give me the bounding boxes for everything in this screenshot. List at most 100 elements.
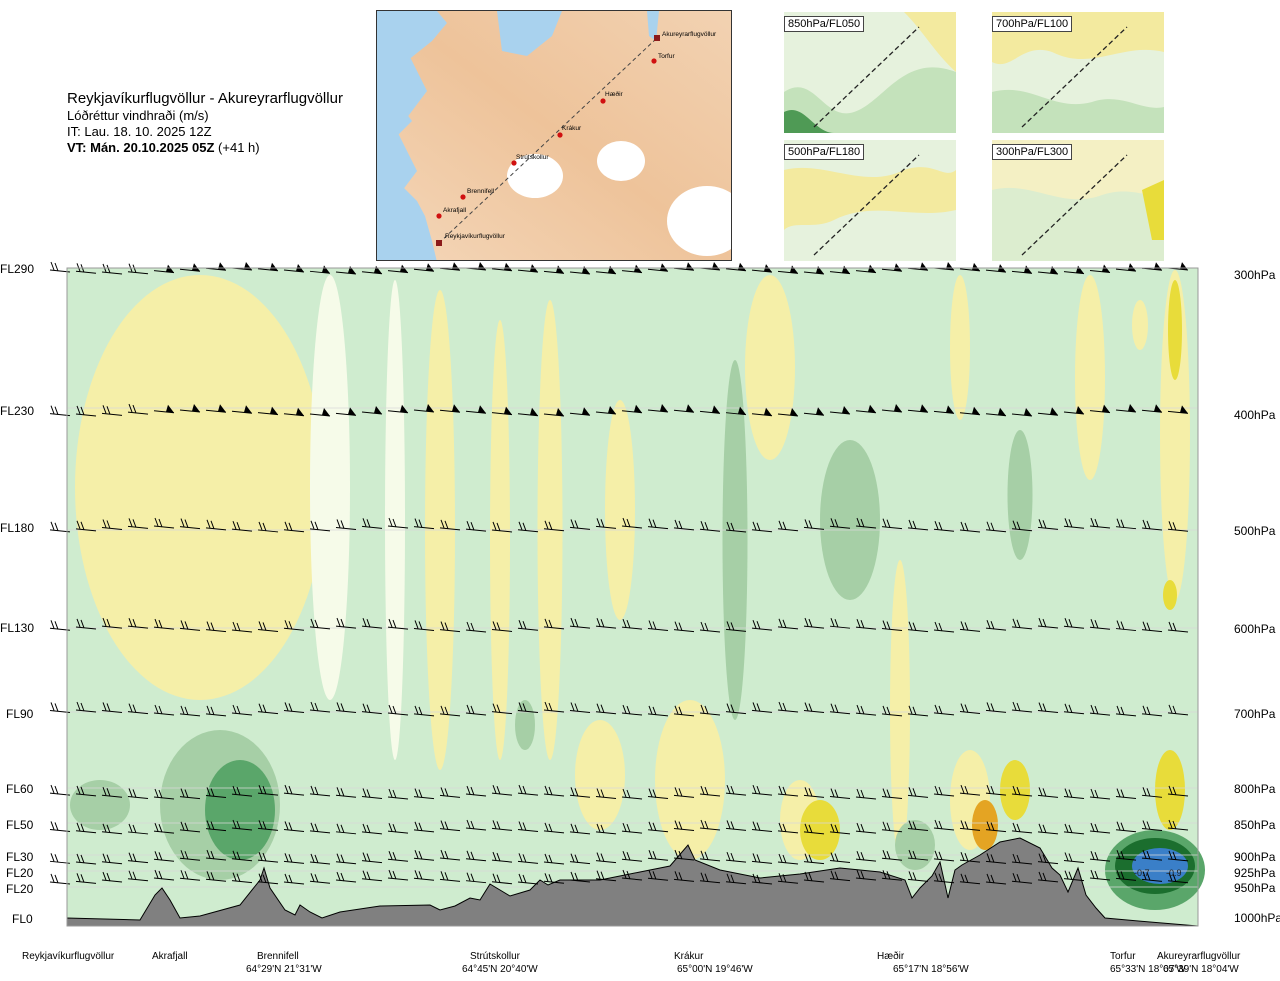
wind-barb-shaft (1141, 527, 1163, 531)
wind-barb (777, 265, 799, 274)
wind-barb (1167, 405, 1189, 414)
wind-barb-feather (154, 851, 159, 860)
wind-barb-feather (808, 788, 813, 797)
mini-map-500: 500hPa/FL180 (784, 140, 956, 261)
wind-barb-feather (388, 704, 393, 714)
wind-barb-shaft (309, 626, 331, 630)
wind-barb-shaft (517, 881, 539, 885)
wind-barb (985, 821, 1007, 833)
map-marker-haedir (600, 98, 606, 104)
wind-barb-shaft (1167, 880, 1189, 884)
wind-barb-feather (1042, 824, 1047, 834)
wind-barb-shaft (413, 857, 435, 861)
wind-barb (855, 850, 877, 862)
wind-barb-shaft (673, 527, 695, 531)
wind-barb (101, 787, 123, 798)
wind-barb-shaft (881, 526, 903, 530)
wind-barb (933, 785, 955, 797)
wind-barb (179, 821, 201, 833)
fl-label-fl20-a: FL20 (6, 866, 34, 880)
wind-barb (517, 873, 539, 885)
wind-barb (647, 263, 669, 272)
wind-barb (647, 518, 669, 530)
wind-barb-shaft (101, 861, 123, 865)
wind-barb-feather (210, 821, 215, 830)
wind-barb-feather (258, 521, 263, 531)
wind-barb-feather (1042, 788, 1047, 797)
wind-barb-feather (574, 618, 579, 628)
wind-barb-feather (340, 824, 345, 833)
wind-barb-feather (184, 851, 189, 860)
wind-barb (465, 262, 487, 271)
wind-barb-feather (700, 872, 705, 881)
wind-barb-feather (752, 853, 757, 862)
wind-barb (101, 617, 123, 629)
wind-barb-feather (388, 788, 393, 798)
wind-barb (1141, 404, 1163, 413)
heatmap-cell-19 (575, 720, 625, 830)
wind-barb-feather (362, 823, 367, 833)
wind-barb-shaft (413, 796, 435, 800)
wind-barb-shaft (491, 529, 513, 533)
wind-barb-shaft (491, 859, 513, 863)
wind-barb (1089, 404, 1111, 414)
wind-barb-feather (622, 788, 627, 798)
wind-barb-shaft (465, 880, 487, 884)
wind-barb (1115, 518, 1137, 530)
fl-label-fl90: FL90 (6, 707, 34, 721)
wind-barb (439, 871, 461, 882)
wind-barb-feather (50, 521, 55, 530)
wind-barb-shaft (803, 831, 825, 835)
wind-barb (1037, 617, 1059, 629)
wind-barb-feather (596, 870, 601, 879)
wind-barb (569, 853, 591, 865)
wind-barb (985, 853, 1007, 864)
wind-barb (1089, 704, 1111, 716)
wind-barb (907, 849, 929, 861)
wind-barb-feather (1064, 870, 1069, 879)
wind-barb-feather (284, 784, 289, 794)
wind-barb (1115, 263, 1137, 272)
wind-barb-feather (336, 823, 341, 832)
wind-barb-shaft (361, 525, 383, 529)
wind-barb-feather (440, 787, 445, 796)
wind-barb-flag (504, 262, 512, 271)
wind-barb-feather (132, 871, 137, 880)
wind-barb-feather (336, 787, 341, 796)
x-coord-strutskollur: 64°45'N 20°40'W (462, 964, 538, 975)
wind-barb-feather (76, 873, 81, 882)
wind-barb-feather (106, 703, 111, 712)
wind-barb-feather (1012, 618, 1017, 628)
wind-barb-feather (236, 873, 241, 882)
wind-barb-feather (938, 786, 943, 796)
wind-barb (491, 873, 513, 885)
wind-barb-feather (778, 853, 783, 863)
wind-barb-shaft (569, 271, 591, 275)
wind-barb-feather (180, 705, 185, 715)
wind-barb (595, 788, 617, 800)
wind-barb-shaft (699, 629, 721, 633)
wind-barb-feather (1120, 851, 1125, 860)
wind-barb-feather (284, 873, 289, 883)
wind-barb-feather (210, 622, 215, 631)
wind-barb-shaft (1011, 528, 1033, 532)
wind-barb (517, 702, 539, 713)
wind-barb-feather (232, 704, 237, 714)
wind-barb-feather (362, 518, 367, 527)
wind-barb-feather (886, 871, 891, 880)
wind-barb-flag (270, 406, 278, 415)
wind-barb-feather (76, 853, 81, 863)
wind-barb (959, 851, 981, 863)
wind-barb-flag (348, 407, 356, 416)
wind-barb-shaft (491, 792, 513, 796)
wind-barb-feather (934, 872, 939, 881)
wind-barb-feather (54, 874, 59, 884)
wind-barb (725, 784, 747, 796)
wind-barb-feather (262, 874, 267, 883)
wind-barb-feather (1142, 705, 1147, 715)
wind-barb (231, 262, 253, 271)
wind-barb-feather (496, 874, 501, 883)
wind-barb-shaft (1167, 858, 1189, 862)
wind-barb-shaft (829, 711, 851, 715)
wind-barb-flag (608, 406, 616, 415)
